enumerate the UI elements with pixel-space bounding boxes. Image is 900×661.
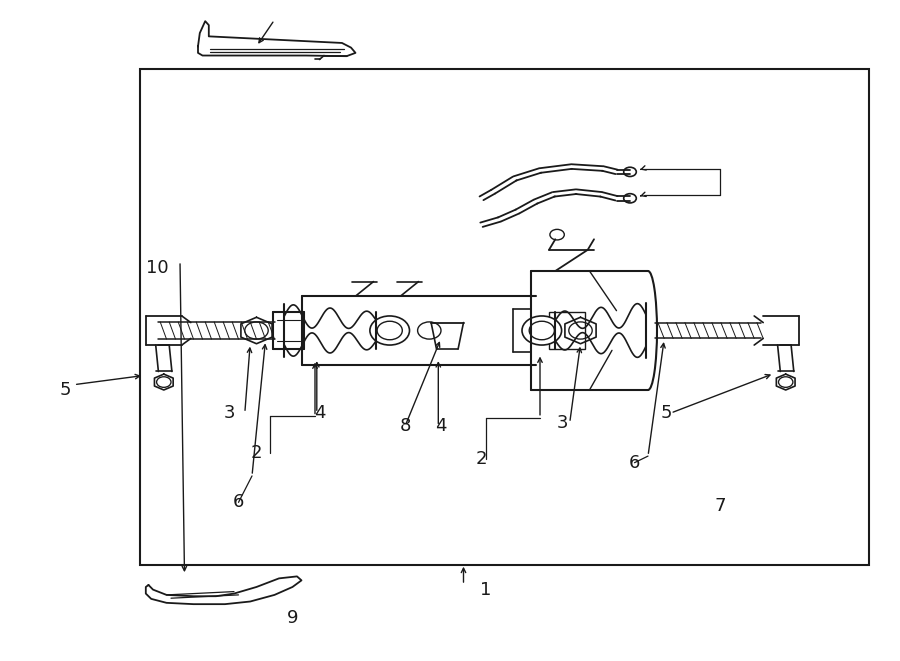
Text: 5: 5 (661, 404, 671, 422)
Bar (140, 69, 868, 565)
Text: 1: 1 (481, 581, 491, 600)
Text: 8: 8 (400, 417, 410, 436)
Circle shape (370, 316, 410, 345)
Text: 10: 10 (146, 258, 169, 277)
Text: 6: 6 (233, 493, 244, 512)
Bar (549, 312, 585, 349)
Text: 3: 3 (224, 404, 235, 422)
Text: 4: 4 (436, 417, 446, 436)
Circle shape (624, 194, 636, 203)
Text: 3: 3 (557, 414, 568, 432)
Text: 5: 5 (60, 381, 71, 399)
Circle shape (522, 316, 562, 345)
Text: 6: 6 (629, 453, 640, 472)
Circle shape (624, 167, 636, 176)
Text: 4: 4 (314, 404, 325, 422)
Text: 2: 2 (476, 450, 487, 469)
Text: 9: 9 (287, 609, 298, 627)
Text: 2: 2 (251, 444, 262, 462)
Text: 7: 7 (715, 496, 725, 515)
